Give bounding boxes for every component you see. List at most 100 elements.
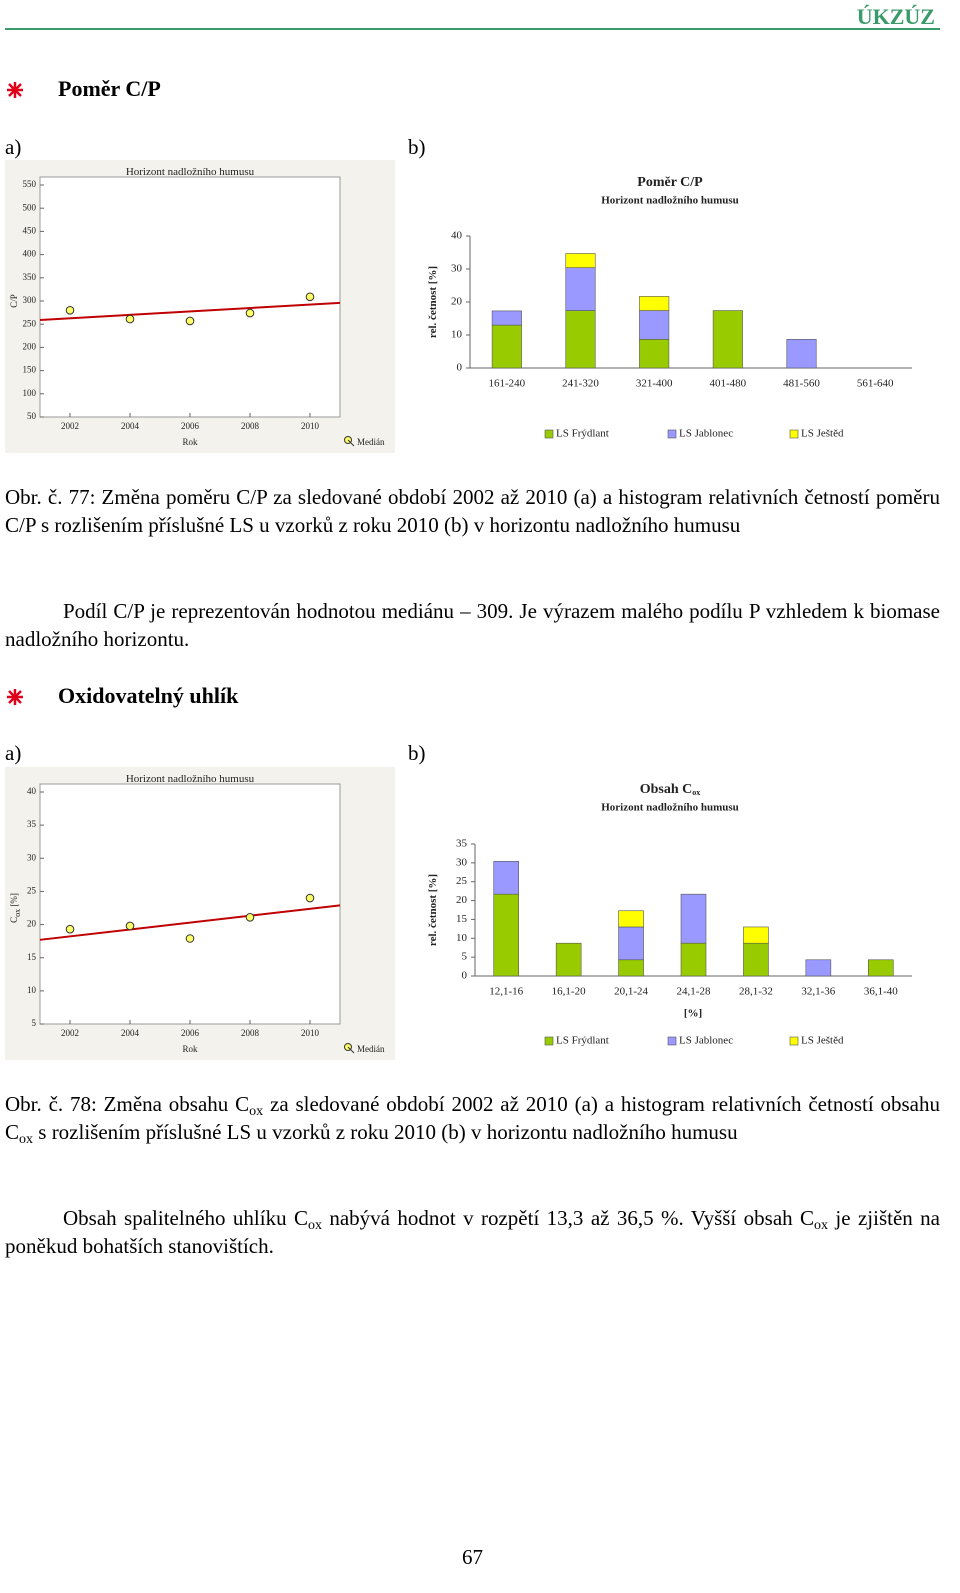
subscript: ox <box>19 1132 34 1147</box>
y-tick-label: 450 <box>23 225 37 235</box>
chart-subtitle: Horizont nadložního humusu <box>601 195 739 207</box>
histogram-chart: Obsah Cox Horizont nadložního humusu rel. … <box>427 782 912 1047</box>
x-tick-label: 561-640 <box>857 378 894 390</box>
y-tick-label: 30 <box>451 263 463 275</box>
figure-caption: Obr. č. 77: Změna poměru C/P za sledovan… <box>5 483 940 539</box>
y-tick-label: 200 <box>23 341 37 351</box>
bar-segment <box>867 959 894 977</box>
y-tick-label: 15 <box>456 913 468 925</box>
bar-segment <box>712 310 743 369</box>
bar-segment <box>618 959 644 977</box>
y-tick-label: 300 <box>23 295 37 305</box>
legend-swatch <box>667 1036 677 1046</box>
x-tick-label: 2006 <box>181 421 200 431</box>
y-tick-label: 10 <box>456 932 468 944</box>
data-point <box>185 316 195 326</box>
bar-segment <box>565 253 596 268</box>
subscript: ox <box>13 909 22 917</box>
label-b: b) <box>408 741 426 765</box>
bar-segment <box>555 942 582 977</box>
y-axis-label: rel. četnost [%] <box>427 874 439 946</box>
trend-line <box>39 301 341 322</box>
x-tick-label: 481-560 <box>783 378 820 390</box>
y-tick-label: 10 <box>451 329 463 341</box>
text-run: Horizont nadložního humusu <box>126 166 255 178</box>
y-tick-label: 30 <box>456 856 468 868</box>
y-tick-label: 35 <box>27 819 37 829</box>
text-run: je zjištěn na poněkud bohatších stanoviš… <box>5 1206 940 1258</box>
x-tick-label: 24,1-28 <box>677 986 711 998</box>
x-tick-label: 2002 <box>61 1028 79 1038</box>
legend-label: LS Frýdlant <box>556 428 609 440</box>
page-number: 67 <box>462 1545 483 1569</box>
section-heading: Poměr C/P <box>58 76 161 101</box>
bar-segment <box>491 324 522 369</box>
legend-swatch <box>789 1036 799 1046</box>
header: ÚKZÚZ <box>0 0 960 32</box>
text-run: Obr. č. 77: Změna poměru C/P za sledovan… <box>5 485 940 537</box>
text-run: Obsah C <box>640 782 693 797</box>
y-tick-label: 20 <box>456 894 468 906</box>
subscript: ox <box>307 1218 322 1233</box>
text-run: Horizont nadložního humusu <box>126 773 255 785</box>
x-tick-label: 36,1-40 <box>864 986 898 998</box>
subscript: ox <box>814 1218 829 1233</box>
legend-swatch <box>544 429 554 439</box>
data-point <box>305 893 315 903</box>
legend-symbol-line <box>347 439 355 447</box>
text-run: rel. četnost [%] <box>427 874 439 946</box>
chart-title: Horizont nadložního humusu <box>126 166 255 178</box>
header-rule <box>5 28 940 30</box>
x-tick-label: 2002 <box>61 421 79 431</box>
data-point <box>125 921 135 931</box>
text-run: C/P <box>9 294 19 308</box>
y-tick-label: 50 <box>27 411 37 421</box>
data-point <box>245 308 255 318</box>
x-tick-label: 2004 <box>121 421 140 431</box>
data-point <box>125 314 135 324</box>
histogram-chart: Poměr C/P Horizont nadložního humusu rel. … <box>427 175 912 440</box>
text-run: nabývá hodnot v rozpětí 13,3 až 36,5 %. … <box>321 1206 815 1230</box>
y-tick-label: 250 <box>23 318 37 328</box>
bar-segment <box>491 310 522 326</box>
bar-segment <box>639 338 670 369</box>
y-tick-label: 15 <box>27 952 37 962</box>
y-tick-label: 5 <box>32 1018 37 1028</box>
data-point <box>65 924 75 934</box>
legend-label: Medián <box>357 437 385 447</box>
y-tick-label: 40 <box>451 230 463 242</box>
y-tick-label: 550 <box>23 179 37 189</box>
x-tick-label: 2006 <box>181 1028 200 1038</box>
label-b: b) <box>408 135 426 159</box>
chart-title: Horizont nadložního humusu <box>126 773 255 785</box>
scatter-chart: Horizont nadložního humusu50100150200250… <box>5 160 395 453</box>
text-run: Obr. č. 78: Změna obsahu C <box>5 1092 250 1116</box>
paragraph: Obsah spalitelného uhlíku Cox nabývá hod… <box>5 1204 940 1260</box>
y-tick-label: 40 <box>27 786 37 796</box>
text-run: Poměr C/P <box>637 175 703 190</box>
x-tick-label: 32,1-36 <box>801 986 835 998</box>
x-tick-label: 2004 <box>121 1028 140 1038</box>
y-tick-label: 500 <box>23 202 37 212</box>
text-run: Obsah spalitelného uhlíku C <box>63 1206 308 1230</box>
bar-segment <box>639 310 670 340</box>
x-tick-label: 12,1-16 <box>489 986 523 998</box>
y-tick-label: 35 <box>456 838 468 850</box>
label-a: a) <box>5 135 22 159</box>
text-run: C <box>9 917 19 923</box>
x-tick-label: 2008 <box>241 421 260 431</box>
x-tick-label: 161-240 <box>488 378 525 390</box>
legend-swatch <box>789 429 799 439</box>
x-axis-label: Rok <box>182 1044 198 1054</box>
y-axis-label: rel. četnost [%] <box>427 266 439 338</box>
legend-swatch <box>667 429 677 439</box>
bar-segment <box>565 267 596 311</box>
y-tick-label: 100 <box>23 388 37 398</box>
data-point <box>185 934 195 943</box>
y-tick-label: 20 <box>27 919 37 929</box>
x-tick-label: 20,1-24 <box>614 986 648 998</box>
y-tick-label: 5 <box>462 951 468 963</box>
x-tick-label: 2010 <box>301 421 320 431</box>
y-tick-label: 350 <box>23 272 37 282</box>
bar-segment <box>743 942 769 977</box>
